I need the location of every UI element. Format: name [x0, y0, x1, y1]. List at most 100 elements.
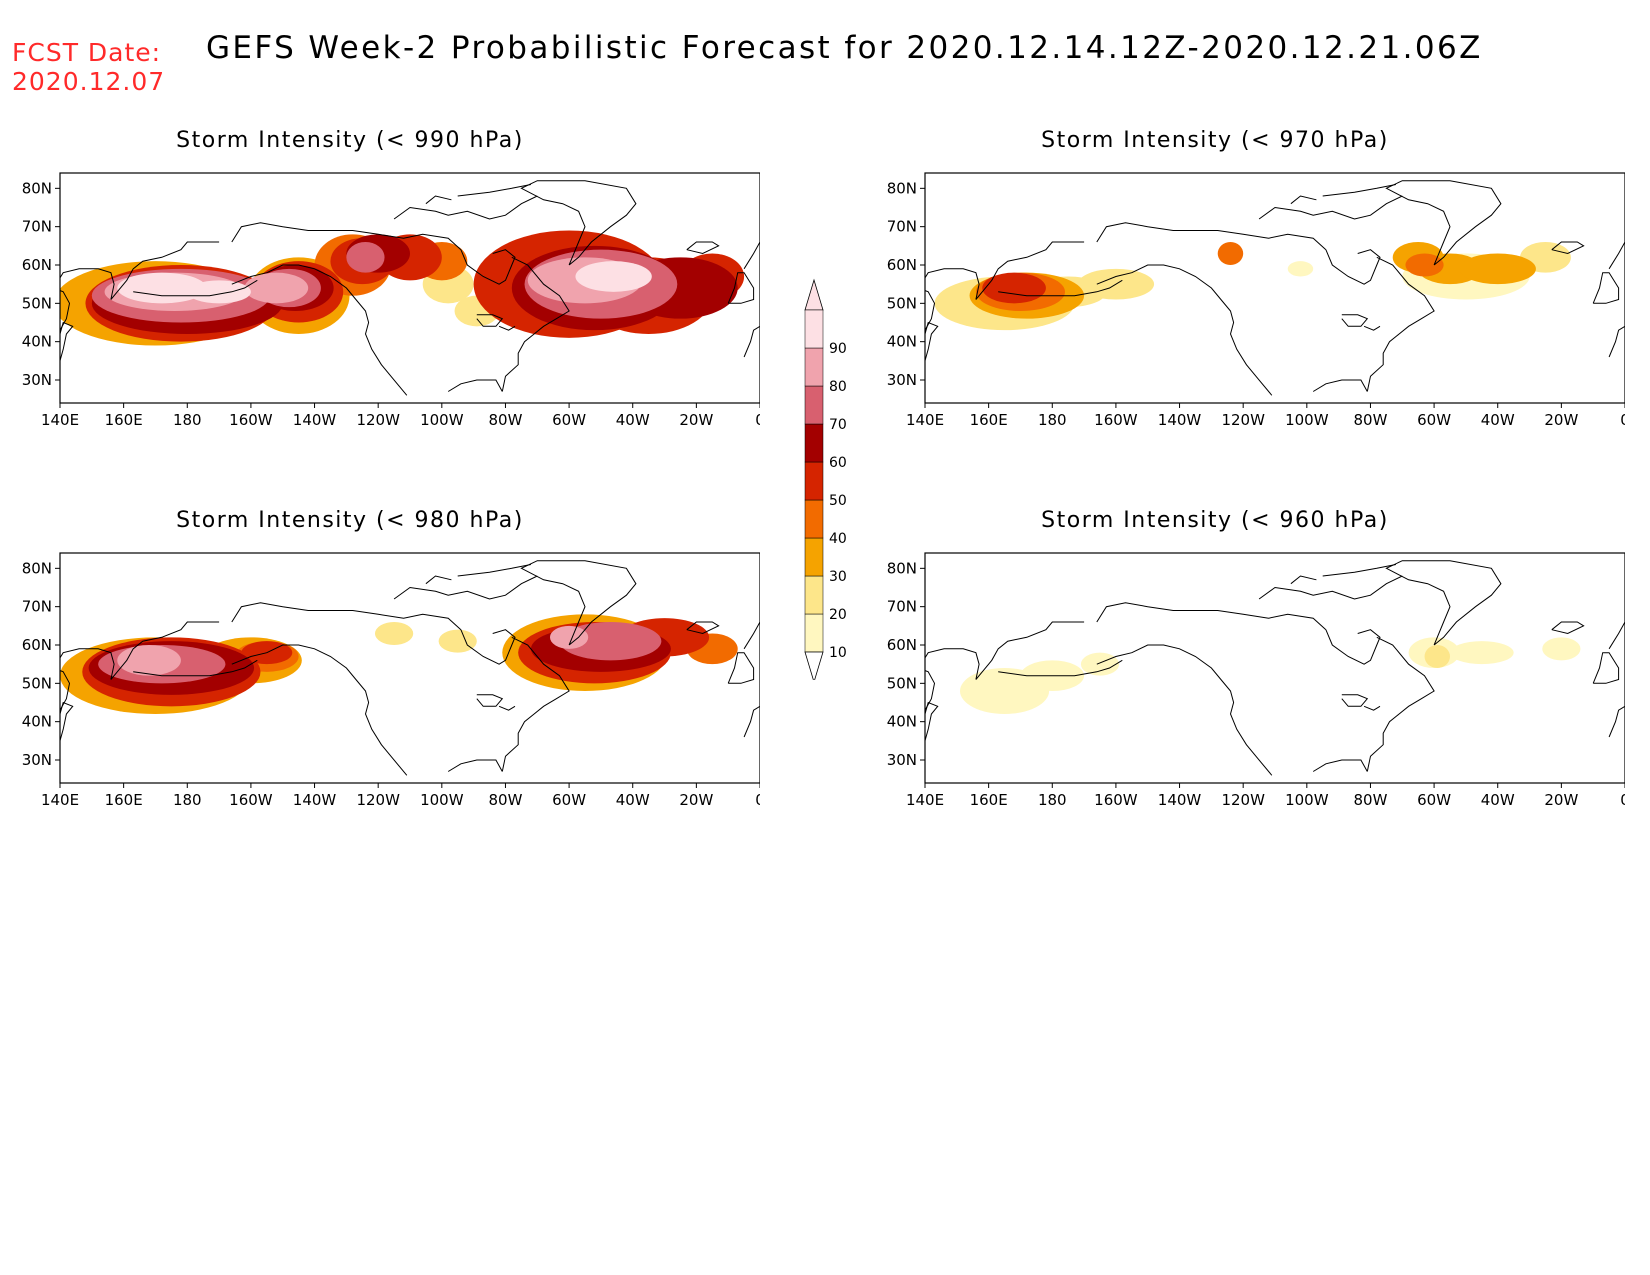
coastline [686, 241, 720, 255]
y-tick-label: 30N [22, 371, 52, 389]
probability-field [60, 560, 760, 776]
x-tick-label: 160W [229, 791, 273, 808]
x-tick-label: 0 [755, 411, 760, 428]
probability-region [346, 242, 385, 273]
coastline [460, 629, 516, 665]
colorbar-swatch [804, 385, 824, 425]
x-tick-label: 100W [420, 411, 464, 428]
probability-region [1450, 641, 1514, 665]
y-tick-label: 50N [22, 674, 52, 692]
coastline [1312, 379, 1368, 392]
probability-region [1287, 261, 1314, 277]
coastline [60, 648, 115, 711]
x-tick-label: 120W [356, 791, 400, 808]
coastline [498, 325, 516, 331]
coastline [447, 379, 503, 392]
x-tick-label: 60W [552, 411, 586, 428]
probability-region [550, 625, 589, 649]
coastline [1322, 564, 1396, 577]
map-canvas: 140E 160E 180 160W 140W 120W 100W 80W 60W 40W 20W 0… [22, 172, 760, 428]
colorbar-cap [804, 278, 824, 311]
coastline [457, 564, 531, 577]
coastline [1096, 602, 1327, 631]
coastline [975, 621, 1085, 680]
y-tick-label: 30N [887, 751, 917, 769]
coastline [476, 314, 504, 327]
x-tick-label: 160W [229, 411, 273, 428]
coastline [498, 705, 516, 711]
coastline [1096, 222, 1327, 251]
coastline [1096, 644, 1273, 776]
forecast-date-block: FCST Date: 2020.12.07 [12, 38, 165, 96]
map-panel-970: 140E 160E 180 160W 140W 120W 100W 80W 60W 40W 20W 0… [865, 128, 1625, 428]
probability-colorbar: 10 20 30 40 50 60 70 80 90 [804, 278, 847, 680]
coastline [133, 279, 258, 297]
coastline [60, 701, 74, 741]
coastline [743, 621, 760, 650]
colorbar-label: 10 [829, 645, 847, 661]
map-frame [924, 552, 1625, 784]
x-tick-label: 40W [616, 411, 650, 428]
coastline [1322, 184, 1396, 197]
map-canvas: 140E 160E 180 160W 140W 120W 100W 80W 60W 40W 20W 0… [22, 552, 760, 808]
x-tick-label: 20W [1544, 411, 1578, 428]
x-tick-label: 180 [1038, 791, 1067, 808]
x-tick-label: 100W [1285, 411, 1329, 428]
x-tick-label: 160W [1094, 791, 1138, 808]
y-tick-label: 60N [22, 256, 52, 274]
coastline [743, 241, 760, 270]
coastline [1608, 241, 1625, 270]
coastline [501, 256, 570, 392]
panel-title: Storm Intensity (< 970 hPa) [1041, 128, 1389, 153]
colorbar-label: 50 [829, 493, 847, 509]
x-tick-label: 120W [356, 411, 400, 428]
x-tick-label: 140W [293, 791, 337, 808]
coastline [727, 272, 755, 304]
x-tick-label: 60W [1417, 791, 1451, 808]
y-tick-label: 40N [887, 333, 917, 351]
colorbar-swatch [804, 423, 824, 463]
map-panel-990: 140E 160E 180 160W 140W 120W 100W 80W 60W 40W 20W 0… [0, 128, 760, 428]
coastline [743, 705, 760, 738]
x-tick-label: 20W [1544, 791, 1578, 808]
fcst-date-label: FCST Date: [12, 38, 162, 67]
colorbar-label: 60 [829, 455, 847, 471]
colorbar-swatch [804, 309, 824, 349]
coastline [1312, 759, 1368, 772]
map-frame [59, 172, 760, 404]
x-tick-label: 180 [173, 411, 202, 428]
y-tick-label: 50N [887, 294, 917, 312]
coastline [501, 636, 570, 772]
y-tick-label: 40N [22, 713, 52, 731]
coastline [1258, 575, 1403, 600]
y-tick-label: 30N [887, 371, 917, 389]
x-tick-label: 160E [105, 791, 143, 808]
coastline [460, 249, 516, 285]
y-tick-label: 70N [887, 598, 917, 616]
x-tick-label: 140W [1158, 791, 1202, 808]
x-tick-label: 160E [105, 411, 143, 428]
x-tick-label: 40W [1481, 791, 1515, 808]
y-tick-label: 70N [22, 598, 52, 616]
coastline [231, 222, 462, 251]
x-tick-label: 100W [420, 791, 464, 808]
colorbar-swatch [804, 347, 824, 387]
x-tick-label: 160E [970, 411, 1008, 428]
panel-title: Storm Intensity (< 960 hPa) [1041, 508, 1389, 533]
colorbar-label: 40 [829, 531, 847, 547]
coastline [1258, 195, 1403, 220]
coastline [1366, 636, 1435, 772]
x-tick-label: 60W [1417, 411, 1451, 428]
y-tick-label: 60N [22, 636, 52, 654]
x-tick-label: 120W [1221, 791, 1265, 808]
probability-region [1542, 637, 1581, 661]
x-tick-label: 80W [488, 791, 522, 808]
colorbar-label: 70 [829, 417, 847, 433]
y-tick-label: 80N [887, 559, 917, 577]
x-tick-label: 100W [1285, 791, 1329, 808]
x-tick-label: 140E [906, 411, 944, 428]
panel-title: Storm Intensity (< 980 hPa) [176, 508, 524, 533]
coastline [231, 264, 408, 396]
coastline [393, 575, 538, 600]
probability-field [925, 560, 1625, 776]
